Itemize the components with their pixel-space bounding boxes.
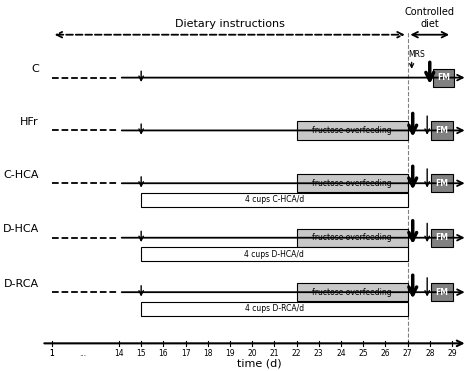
Bar bbox=[297, 229, 408, 247]
Text: 24: 24 bbox=[336, 349, 346, 358]
Text: 1: 1 bbox=[49, 349, 54, 358]
Text: fructose overfeeding: fructose overfeeding bbox=[312, 179, 392, 188]
Bar bbox=[431, 283, 453, 301]
Text: 22: 22 bbox=[292, 349, 301, 358]
Bar bbox=[431, 174, 453, 192]
Text: FM: FM bbox=[436, 126, 448, 135]
Text: fructose overfeeding: fructose overfeeding bbox=[312, 233, 392, 242]
Bar bbox=[297, 283, 408, 301]
Text: 21: 21 bbox=[270, 349, 279, 358]
Bar bbox=[297, 174, 408, 192]
Text: FM: FM bbox=[436, 233, 448, 242]
Text: fructose overfeeding: fructose overfeeding bbox=[312, 126, 392, 135]
Text: 17: 17 bbox=[181, 349, 191, 358]
Text: Controlled
diet: Controlled diet bbox=[405, 7, 455, 29]
Text: 18: 18 bbox=[203, 349, 212, 358]
Text: FM: FM bbox=[437, 73, 450, 82]
Text: 14: 14 bbox=[114, 349, 124, 358]
Text: 4 cups D-RCA/d: 4 cups D-RCA/d bbox=[245, 304, 304, 313]
Bar bbox=[431, 121, 453, 139]
Text: 28: 28 bbox=[425, 349, 435, 358]
Text: 15: 15 bbox=[137, 349, 146, 358]
Bar bbox=[297, 121, 408, 139]
Text: Dietary instructions: Dietary instructions bbox=[175, 19, 285, 29]
Text: C: C bbox=[31, 64, 39, 74]
Text: HFr: HFr bbox=[20, 117, 39, 127]
Text: 20: 20 bbox=[247, 349, 257, 358]
Text: MRS: MRS bbox=[409, 50, 425, 59]
Bar bbox=[141, 247, 408, 261]
Text: 26: 26 bbox=[381, 349, 390, 358]
Text: 29: 29 bbox=[447, 349, 457, 358]
Text: FM: FM bbox=[436, 288, 448, 297]
Text: C-HCA: C-HCA bbox=[3, 170, 39, 180]
Text: 16: 16 bbox=[158, 349, 168, 358]
Bar bbox=[141, 193, 408, 207]
Text: D-HCA: D-HCA bbox=[3, 224, 39, 234]
Bar bbox=[431, 229, 453, 247]
Text: 1: 1 bbox=[49, 349, 54, 358]
Bar bbox=[433, 69, 454, 87]
Text: FM: FM bbox=[436, 179, 448, 188]
Text: fructose overfeeding: fructose overfeeding bbox=[312, 288, 392, 297]
Text: 23: 23 bbox=[314, 349, 324, 358]
Text: 25: 25 bbox=[358, 349, 368, 358]
Text: 4 cups C-HCA/d: 4 cups C-HCA/d bbox=[245, 196, 304, 204]
Text: 27: 27 bbox=[403, 349, 412, 358]
Text: D-RCA: D-RCA bbox=[4, 279, 39, 289]
Text: time (d): time (d) bbox=[237, 358, 282, 368]
Text: 19: 19 bbox=[225, 349, 235, 358]
Text: ...: ... bbox=[79, 349, 86, 358]
Text: 4 cups D-HCA/d: 4 cups D-HCA/d bbox=[245, 250, 304, 259]
Bar bbox=[141, 302, 408, 316]
